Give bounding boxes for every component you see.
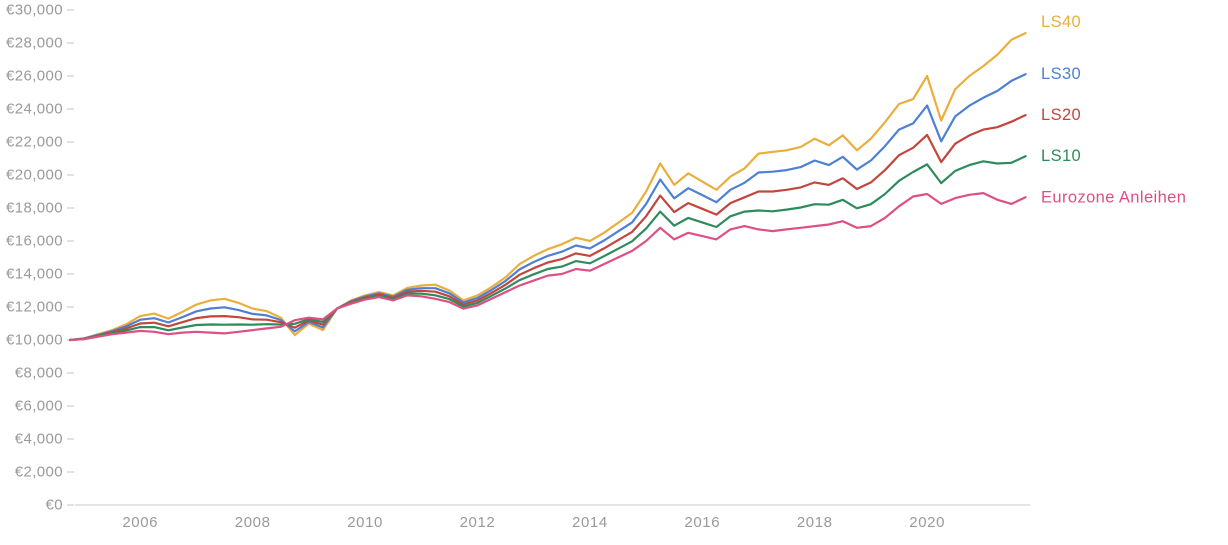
y-axis-tick-label: €2,000 xyxy=(15,464,63,481)
legend-label-ls40: LS40 xyxy=(1041,13,1081,31)
y-axis-tick-label: €0 xyxy=(46,497,64,514)
y-axis-tick-label: €6,000 xyxy=(15,398,63,415)
y-axis-tick-label: €30,000 xyxy=(6,2,63,19)
series-line-ls30 xyxy=(68,73,1027,342)
series-line-ls20 xyxy=(68,114,1027,342)
x-axis-label: 2010 xyxy=(347,514,383,531)
y-axis-tick-label: €20,000 xyxy=(6,167,63,184)
y-axis-tick-label: €28,000 xyxy=(6,35,63,52)
x-axis-label: 2012 xyxy=(460,514,496,531)
x-axis-label: 2020 xyxy=(909,514,945,531)
legend-label-ls10: LS10 xyxy=(1041,147,1081,165)
y-axis-tick-label: €14,000 xyxy=(6,266,63,283)
y-axis-tick-label: €18,000 xyxy=(6,200,63,217)
legend-label-eurozone-anleihen: Eurozone Anleihen xyxy=(1041,188,1186,206)
legend-label-ls30: LS30 xyxy=(1041,65,1081,83)
legend-label-ls20: LS20 xyxy=(1041,106,1081,124)
y-axis-tick-label: €10,000 xyxy=(6,332,63,349)
series-line-ls40 xyxy=(68,32,1027,342)
y-axis-tick-label: €24,000 xyxy=(6,101,63,118)
x-axis-label: 2016 xyxy=(684,514,720,531)
y-axis-tick-label: €16,000 xyxy=(6,233,63,250)
y-axis-tick-label: €12,000 xyxy=(6,299,63,316)
series-line-ls10 xyxy=(68,155,1027,342)
x-axis-label: 2006 xyxy=(122,514,158,531)
y-axis-tick-label: €22,000 xyxy=(6,134,63,151)
y-axis-tick-label: €4,000 xyxy=(15,431,63,448)
x-axis-label: 2014 xyxy=(572,514,608,531)
y-axis-tick-label: €8,000 xyxy=(15,365,63,382)
x-axis-label: 2018 xyxy=(797,514,833,531)
x-axis-label: 2008 xyxy=(235,514,271,531)
series-line-eurozone-anleihen xyxy=(68,192,1027,342)
y-axis-tick-label: €26,000 xyxy=(6,68,63,85)
